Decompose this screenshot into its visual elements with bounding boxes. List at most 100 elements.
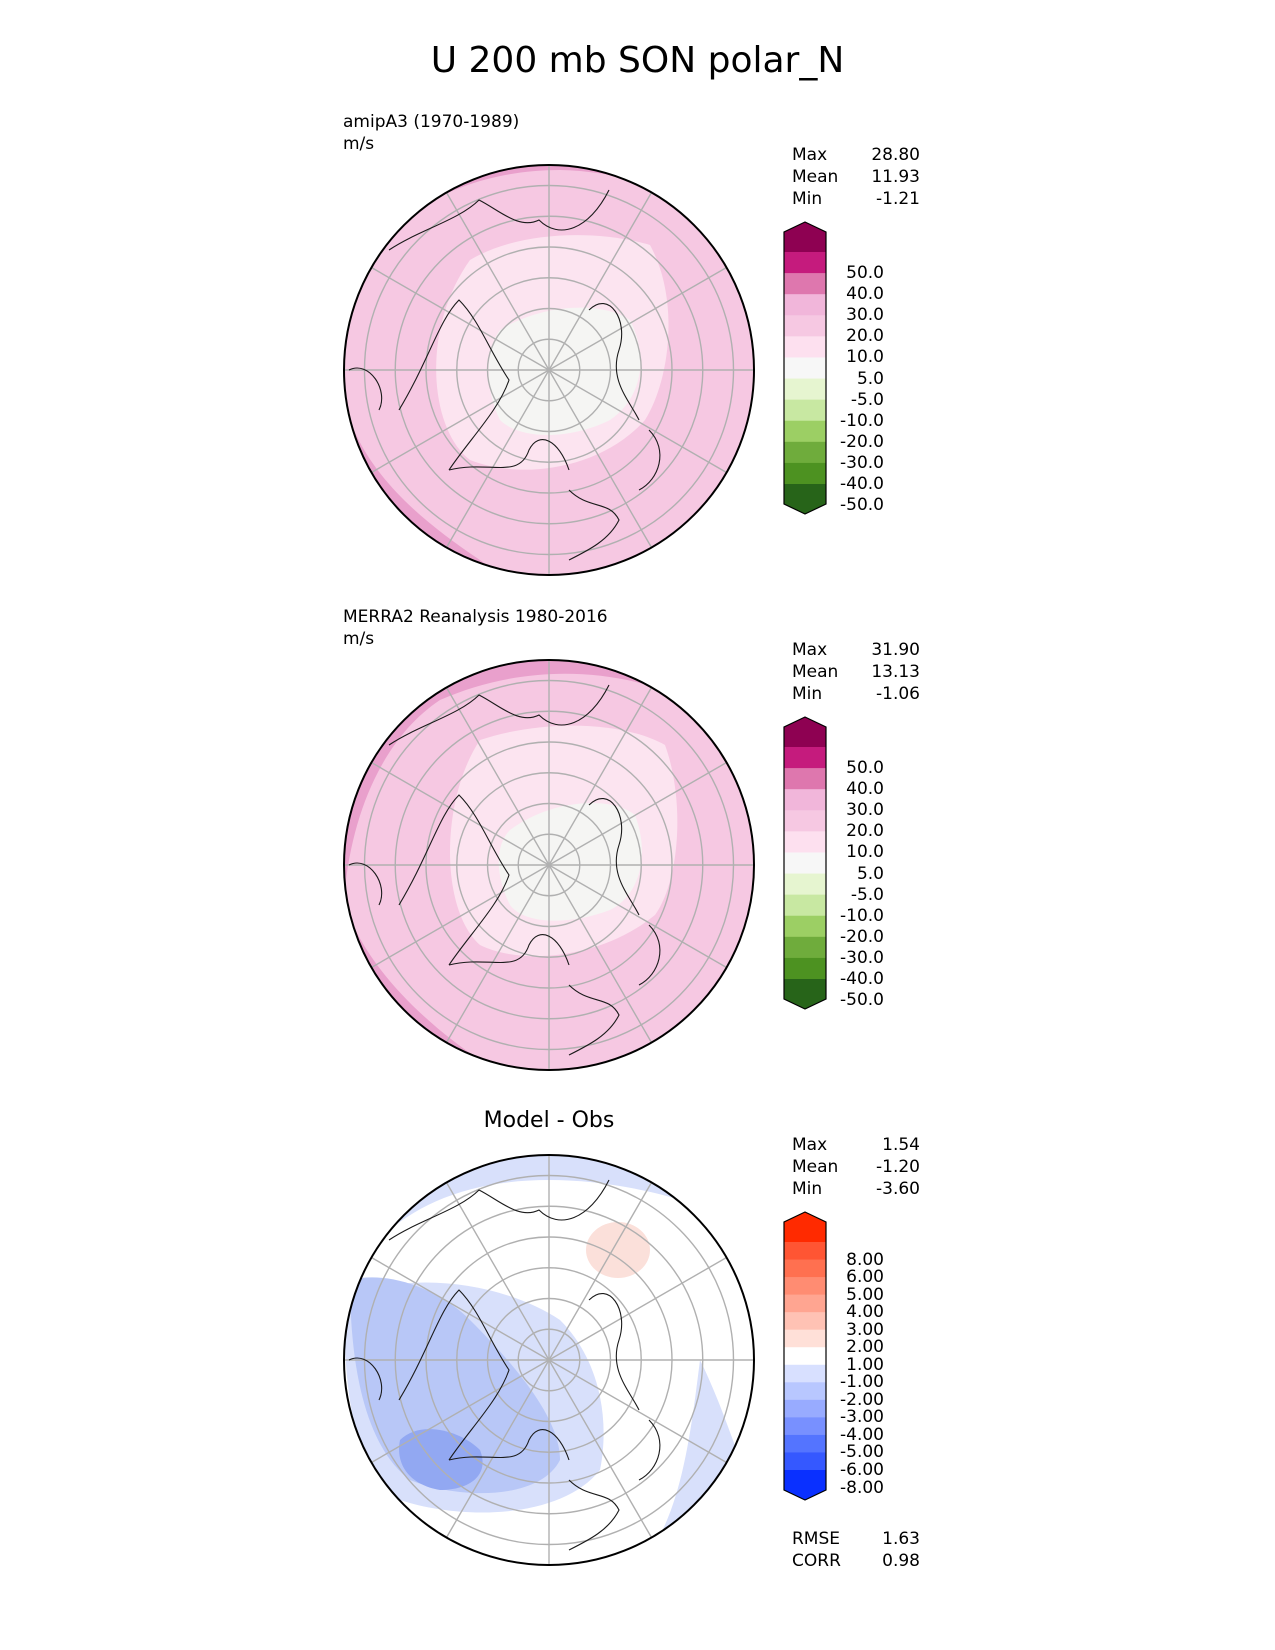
colorbar-tick-label: 20.0 (846, 326, 884, 347)
colorbar-tick-label: 1.00 (846, 1354, 884, 1375)
coastline-segment (448, 1429, 570, 1461)
coastlines (348, 1179, 661, 1551)
stat-name: Max (792, 640, 828, 660)
diff-metrics: RMSE 1.63 CORR 0.98 (792, 1528, 920, 1572)
colorbar-segment (784, 1382, 826, 1401)
colorbar-bottom-extension (784, 979, 826, 1009)
stat-value: 28.80 (871, 145, 920, 165)
colorbar-segment (784, 1347, 826, 1366)
colorbar-tick-label: -3.00 (840, 1407, 884, 1428)
stat-value: -3.60 (876, 1179, 920, 1199)
metric-row-rmse: RMSE 1.63 (792, 1528, 920, 1550)
stat-name: Mean (792, 1157, 839, 1177)
colorbar-segment (784, 294, 826, 316)
coastline-segment (588, 303, 640, 421)
colorbar-tick-label: 10.0 (846, 842, 884, 863)
colorbar-tick-label: -5.0 (850, 884, 884, 905)
colorbar-segment (784, 831, 826, 853)
colorbar-tick-label: -40.0 (840, 969, 884, 989)
colorbar-segment (784, 1242, 826, 1261)
stat-name: Min (792, 1179, 823, 1199)
metric-value: 0.98 (882, 1551, 920, 1571)
colorbar-segment (784, 810, 826, 832)
colorbar-tick-label: 30.0 (846, 305, 884, 326)
colorbar-tick-label: 6.00 (846, 1267, 884, 1288)
graticule (344, 165, 754, 575)
map-overlay (343, 164, 755, 576)
diff-positive-patch (586, 1222, 650, 1278)
graticule (344, 1155, 754, 1565)
meridian-line (548, 192, 653, 371)
colorbar-segment (784, 315, 826, 337)
stat-row-max: Max 31.90 (792, 639, 920, 661)
colorbar-outline (783, 221, 827, 515)
metric-name: CORR (792, 1551, 841, 1571)
colorbar-tick-label: 30.0 (846, 800, 884, 821)
colorbar-bottom-extension (784, 484, 826, 514)
map-boundary (343, 1154, 755, 1566)
meridian-line (371, 864, 550, 969)
model-stats: Max 28.80 Mean 11.93 Min -1.21 (792, 144, 920, 210)
colorbar-segment (784, 915, 826, 938)
colorbar-tick-label: -40.0 (840, 474, 884, 494)
colorbar-segment (784, 273, 826, 295)
stat-row-mean: Mean 11.93 (792, 166, 920, 188)
colorbar-segment (784, 1399, 826, 1418)
stat-row-min: Min -3.60 (792, 1178, 920, 1200)
coastline-segment (348, 1357, 383, 1401)
obs-panel-label: MERRA2 Reanalysis 1980-2016 m/s (343, 606, 608, 650)
stat-value: -1.21 (876, 189, 920, 209)
colorbar-tick-label: 10.0 (846, 347, 884, 368)
coastline-segment (448, 934, 570, 966)
meridian-line (548, 864, 653, 1043)
coastline-segment (388, 1179, 610, 1241)
meridian-line (445, 369, 550, 548)
coastline-segment (568, 1479, 620, 1551)
colorbar-segment (784, 1434, 826, 1453)
coastline-segment (638, 429, 661, 491)
colorbar-tick-label: 8.00 (846, 1249, 884, 1270)
colorbar-segment (784, 252, 826, 274)
metric-name: RMSE (792, 1529, 841, 1549)
colorbar-segment (784, 873, 826, 896)
meridian-line (548, 864, 727, 969)
coastline-segment (568, 489, 620, 561)
colorbar-segment (784, 768, 826, 790)
colorbar-segment (784, 336, 826, 358)
colorbar-segment (784, 399, 826, 422)
colorbar-segment (784, 1259, 826, 1278)
colorbar-tick-label: -20.0 (840, 926, 884, 947)
stat-row-min: Min -1.06 (792, 683, 920, 705)
stat-name: Max (792, 145, 828, 165)
colorbar-segment (784, 1452, 826, 1471)
colorbar-tick-label: 5.00 (846, 1284, 884, 1305)
colorbar-segment (784, 747, 826, 769)
model-colorbar (783, 221, 827, 515)
colorbar-outline (783, 716, 827, 1010)
colorbar-segment (784, 1294, 826, 1313)
colorbar-tick-label: -50.0 (840, 990, 884, 1011)
stat-value: 13.13 (871, 662, 920, 682)
figure-title: U 200 mb SON polar_N (430, 40, 845, 81)
colorbar-segment (784, 420, 826, 443)
coastline-segment (348, 862, 383, 906)
obs-dataset-label: MERRA2 Reanalysis 1980-2016 (343, 607, 608, 627)
coastline-segment (638, 1419, 661, 1481)
map-overlay (343, 1154, 755, 1566)
meridian-line (548, 1359, 727, 1464)
meridian-line (548, 687, 653, 866)
colorbar-segment (784, 1312, 826, 1331)
colorbar-tick-label: -5.00 (840, 1442, 884, 1463)
meridian-line (548, 1182, 653, 1361)
meridian-line (371, 1256, 550, 1361)
colorbar-segment (784, 1277, 826, 1296)
map-boundary (343, 659, 755, 1071)
colorbar-tick-label: -6.00 (840, 1460, 884, 1480)
colorbar-segment (784, 1364, 826, 1383)
colorbar-bottom-extension (784, 1470, 826, 1500)
colorbar-tick-label: -30.0 (840, 452, 884, 473)
coastline-segment (398, 1289, 510, 1461)
meridian-line (548, 1256, 727, 1361)
meridian-line (445, 192, 550, 371)
